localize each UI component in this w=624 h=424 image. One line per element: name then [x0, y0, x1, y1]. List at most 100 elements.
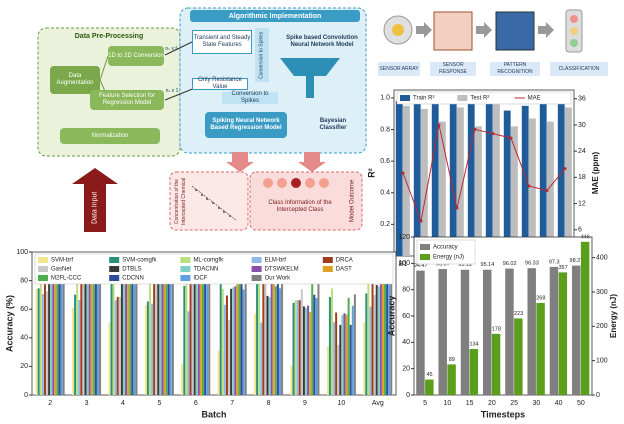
bar: [467, 99, 475, 256]
bar: [272, 281, 275, 395]
legend-swatch: [251, 266, 262, 272]
bar: [290, 365, 293, 395]
bar: [219, 282, 222, 395]
bar: [232, 287, 235, 395]
bar: [438, 269, 447, 395]
bar: [460, 269, 470, 395]
legend-label: Test R²: [470, 96, 489, 102]
value-label: 45: [427, 372, 433, 378]
y2-tick-label: 6: [578, 227, 582, 234]
bar: [197, 258, 200, 395]
x-tick-label: 9: [303, 400, 307, 407]
bar: [493, 104, 500, 256]
bar: [311, 280, 314, 395]
bar: [521, 105, 529, 256]
bar: [335, 312, 338, 395]
legend-swatch: [38, 275, 48, 281]
bar: [50, 278, 53, 395]
pipeline-icons: [383, 9, 583, 53]
bar: [305, 307, 307, 395]
bar: [54, 264, 57, 395]
legend-swatch: [322, 257, 333, 263]
bar: [60, 259, 63, 395]
y-tick-label: 0.8: [380, 126, 390, 133]
bar: [351, 305, 354, 395]
bar: [254, 313, 257, 395]
point: [545, 188, 549, 192]
bar: [395, 101, 403, 256]
legend-swatch: [251, 257, 262, 263]
bar: [388, 279, 391, 395]
bar: [86, 266, 89, 395]
bar: [341, 314, 344, 395]
bar: [276, 269, 279, 395]
bar: [151, 303, 154, 395]
y2-tick-label: 36: [578, 96, 586, 103]
bar: [514, 318, 523, 395]
legend-swatch: [420, 254, 430, 260]
class-label: Class Information of the Intercepted Cla…: [268, 200, 332, 213]
bar: [84, 259, 87, 395]
legend-label: CDCNN: [122, 276, 144, 282]
bar: [244, 278, 247, 395]
features-box: Transient and Steady State Features: [192, 30, 252, 54]
legend-label: GasNet: [51, 267, 72, 273]
bar: [386, 276, 389, 395]
bar: [41, 294, 44, 395]
bar: [37, 288, 40, 395]
bar: [52, 270, 55, 395]
bar: [202, 274, 205, 395]
bar: [183, 285, 186, 395]
legend-label: ML-comgfk: [193, 258, 224, 264]
pipeline-label: CLASSIFICATION: [550, 62, 608, 76]
value-label: 97.3: [549, 259, 560, 265]
scnn-label: Spike based Convolution Neural Network M…: [286, 35, 358, 48]
preprocessing-title: Data Pre-Processing: [74, 32, 144, 40]
point: [527, 184, 531, 188]
legend-label: DAST: [336, 267, 352, 273]
bar: [328, 297, 331, 395]
y2-tick-label: 300: [596, 289, 608, 296]
y-tick-label: 0.4: [380, 190, 390, 197]
bar: [116, 296, 119, 395]
legend-swatch: [322, 266, 333, 272]
y2-tick-label: 30: [578, 122, 586, 129]
dimension-label: nₛ x 1: [165, 87, 179, 94]
value-label: 98.27: [570, 258, 584, 264]
bar: [133, 270, 136, 395]
bar: [159, 276, 162, 395]
legend-swatch: [180, 266, 191, 272]
x-tick-label: 4: [121, 400, 125, 407]
bar: [485, 101, 493, 256]
bar: [204, 264, 207, 395]
y-tick-label: 0: [24, 392, 28, 399]
bar: [153, 277, 156, 395]
point: [437, 123, 441, 127]
point: [455, 206, 459, 210]
bar: [39, 281, 42, 395]
x-tick-label: 6: [194, 400, 198, 407]
y2-tick-label: 400: [596, 254, 608, 261]
legend-swatch: [109, 266, 120, 272]
bar: [281, 273, 284, 395]
snn-box: Spiking Neural Network Based Regression …: [205, 112, 287, 138]
y2-tick-label: 200: [596, 323, 608, 330]
bar: [557, 102, 565, 257]
bar: [317, 276, 320, 395]
bar: [367, 283, 370, 395]
x-tick-label: 15: [466, 400, 474, 407]
bar: [127, 266, 130, 395]
bar: [339, 324, 342, 395]
value-label: 89: [449, 357, 455, 363]
bar: [90, 260, 93, 395]
bar: [157, 272, 160, 395]
bar: [337, 344, 340, 395]
concentration-panel: [169, 171, 249, 231]
bar: [292, 302, 295, 395]
legend-box: [34, 253, 394, 285]
bar: [199, 267, 202, 395]
x-tick-label: 5: [157, 400, 161, 407]
bar: [343, 313, 346, 395]
bar: [149, 280, 151, 395]
